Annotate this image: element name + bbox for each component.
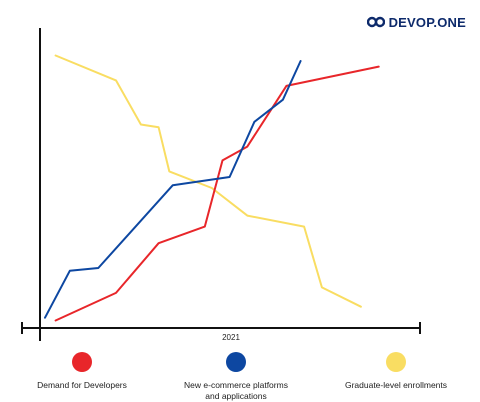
brand-name: DEVOP.ONE bbox=[388, 14, 466, 30]
series-line-2 bbox=[54, 54, 362, 308]
devop-logo-icon bbox=[366, 16, 385, 28]
legend-label-2: Graduate-level enrollments bbox=[344, 380, 448, 390]
legend-marker-0 bbox=[72, 352, 92, 372]
legend-label-1: New e-commerce platforms and application… bbox=[184, 380, 288, 401]
series-line-0 bbox=[54, 65, 380, 322]
series-line-1 bbox=[44, 60, 302, 319]
brand-logo: DEVOP.ONE bbox=[366, 12, 466, 32]
x-tick-label: 2021 bbox=[222, 333, 240, 342]
legend-marker-1 bbox=[226, 352, 246, 372]
legend-marker-2 bbox=[386, 352, 406, 372]
legend-label-0: Demand for Developers bbox=[37, 380, 127, 390]
